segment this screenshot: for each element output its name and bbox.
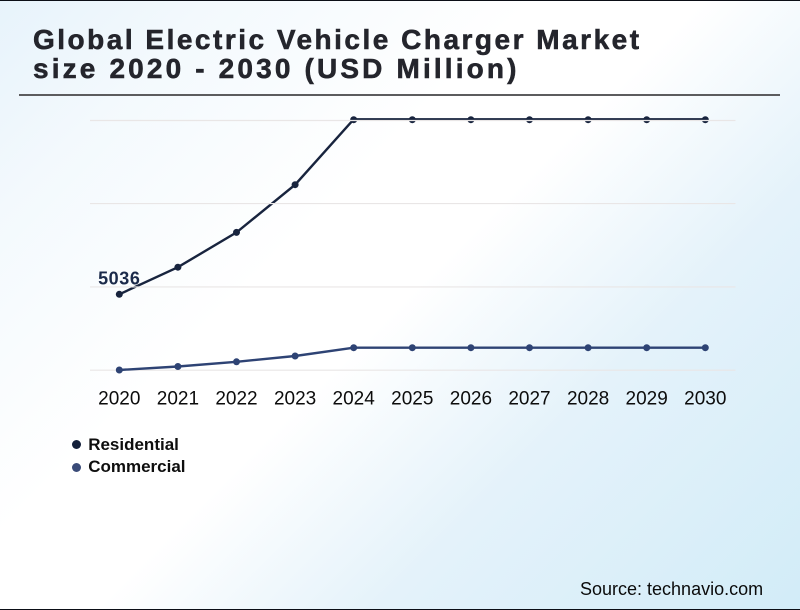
svg-text:2020: 2020	[98, 389, 140, 410]
svg-text:2029: 2029	[626, 389, 668, 410]
svg-text:2024: 2024	[333, 389, 376, 410]
svg-text:2021: 2021	[157, 389, 199, 410]
svg-text:2025: 2025	[391, 389, 433, 410]
svg-text:2026: 2026	[450, 389, 492, 410]
svg-text:5036: 5036	[98, 268, 140, 288]
svg-text:2027: 2027	[508, 389, 550, 410]
svg-text:2023: 2023	[274, 389, 316, 410]
svg-text:2022: 2022	[215, 389, 257, 410]
svg-text:2030: 2030	[684, 389, 726, 410]
svg-text:2028: 2028	[567, 389, 609, 410]
